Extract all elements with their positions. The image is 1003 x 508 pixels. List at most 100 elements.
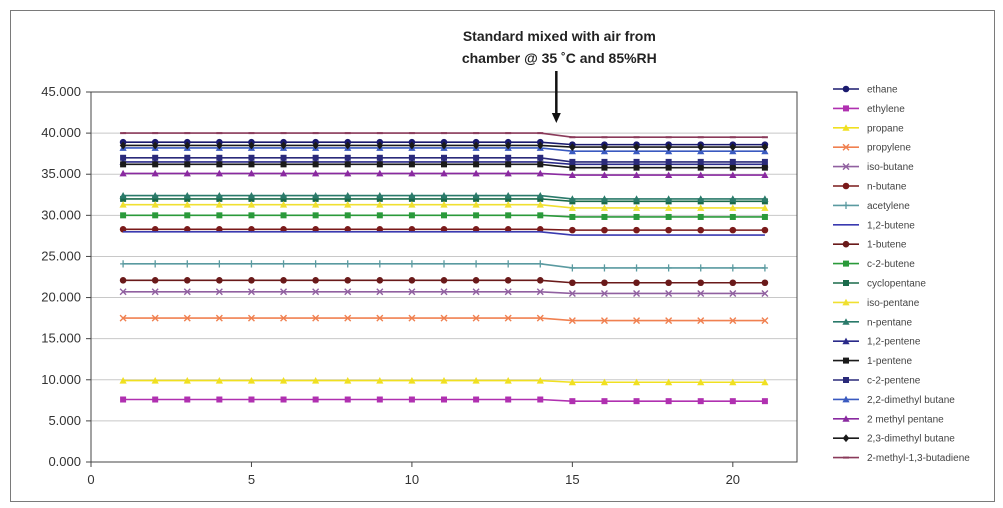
data-point xyxy=(441,396,447,403)
data-point xyxy=(312,161,319,168)
series-iso-butane xyxy=(119,288,769,297)
data-point xyxy=(504,276,512,284)
data-point xyxy=(247,377,256,384)
data-point xyxy=(408,212,415,219)
data-point xyxy=(344,169,352,177)
data-point xyxy=(569,158,576,165)
legend-entry: cyclopentane xyxy=(833,279,926,290)
data-point xyxy=(697,143,705,151)
data-point xyxy=(184,396,191,403)
data-point xyxy=(376,154,383,161)
data-point xyxy=(440,169,448,177)
data-point xyxy=(504,141,512,150)
data-point xyxy=(472,288,480,296)
data-point xyxy=(280,288,288,296)
data-point xyxy=(247,169,256,177)
data-point xyxy=(151,141,159,150)
data-point xyxy=(408,288,416,296)
legend-entry: c-2-pentene xyxy=(833,376,921,387)
data-point xyxy=(697,164,704,171)
data-point xyxy=(729,143,737,151)
data-point xyxy=(183,314,191,322)
y-tick-label: 5.000 xyxy=(48,413,81,428)
data-point xyxy=(665,264,672,272)
data-point xyxy=(505,161,512,168)
chart-frame: 0.000 5.000 10.000 15.000 20.000 25.000 30.000… xyxy=(10,10,995,502)
y-tick-label: 0.000 xyxy=(48,454,81,469)
legend-entry: 1,2-butene xyxy=(833,220,915,231)
legend-label: 2,3-dimethyl butane xyxy=(867,434,955,445)
data-point xyxy=(216,212,223,219)
data-point xyxy=(216,260,223,268)
data-point xyxy=(344,226,352,233)
data-point xyxy=(569,264,576,272)
data-point xyxy=(312,192,320,199)
data-point xyxy=(632,204,641,211)
y-tick-label: 30.000 xyxy=(41,207,81,222)
data-point xyxy=(280,161,287,168)
data-point xyxy=(119,192,127,199)
data-point xyxy=(473,260,480,268)
data-point xyxy=(215,377,223,384)
data-point xyxy=(344,154,351,161)
data-point xyxy=(761,226,769,234)
data-point xyxy=(183,226,191,233)
data-point xyxy=(665,279,672,287)
legend-entry: 2,2-dimethyl butane xyxy=(833,395,955,406)
annotation-arrowhead xyxy=(551,113,561,123)
data-point xyxy=(729,158,736,165)
data-point xyxy=(472,169,480,177)
y-tick-label: 15.000 xyxy=(41,331,81,346)
data-point xyxy=(761,213,768,220)
data-point xyxy=(184,260,191,268)
data-point xyxy=(633,317,641,325)
data-point xyxy=(279,201,288,208)
data-point xyxy=(729,164,736,171)
data-point xyxy=(601,264,608,272)
legend-entry: 1-pentene xyxy=(833,356,912,367)
data-point xyxy=(247,201,256,208)
data-point xyxy=(344,377,352,384)
data-point xyxy=(376,260,383,268)
y-tick-label: 45.000 xyxy=(41,84,81,99)
data-point xyxy=(441,154,447,161)
data-point xyxy=(344,195,351,202)
legend-entry: ethane xyxy=(833,85,898,96)
y-tick-label: 10.000 xyxy=(41,372,81,387)
data-point xyxy=(440,314,448,322)
data-point xyxy=(632,171,641,179)
legend-label: ethylene xyxy=(867,104,905,115)
legend-label: propane xyxy=(867,123,904,134)
data-point xyxy=(729,226,737,234)
data-point xyxy=(119,141,127,150)
data-point xyxy=(632,378,641,386)
data-point xyxy=(473,396,480,403)
data-point xyxy=(761,143,769,151)
data-point xyxy=(408,195,415,202)
data-point xyxy=(152,396,159,403)
data-point xyxy=(408,377,416,384)
data-point xyxy=(504,169,512,177)
data-point xyxy=(843,280,849,286)
data-point xyxy=(280,212,287,219)
data-point xyxy=(279,377,288,384)
data-point xyxy=(440,201,448,208)
data-point xyxy=(568,317,576,325)
data-point xyxy=(120,212,127,219)
data-point xyxy=(600,289,608,297)
data-point xyxy=(441,195,447,202)
data-point xyxy=(215,192,223,199)
data-point xyxy=(472,141,480,150)
x-tick-label: 0 xyxy=(87,472,94,487)
x-tick-label: 15 xyxy=(565,472,579,487)
series-line xyxy=(123,230,765,236)
data-point xyxy=(248,260,255,268)
data-point xyxy=(119,201,127,208)
data-point xyxy=(248,226,255,233)
data-point xyxy=(376,195,383,202)
data-point xyxy=(280,154,287,161)
data-point xyxy=(472,276,480,284)
data-point xyxy=(505,260,512,268)
series-propylene xyxy=(119,314,769,325)
data-point xyxy=(633,143,640,151)
